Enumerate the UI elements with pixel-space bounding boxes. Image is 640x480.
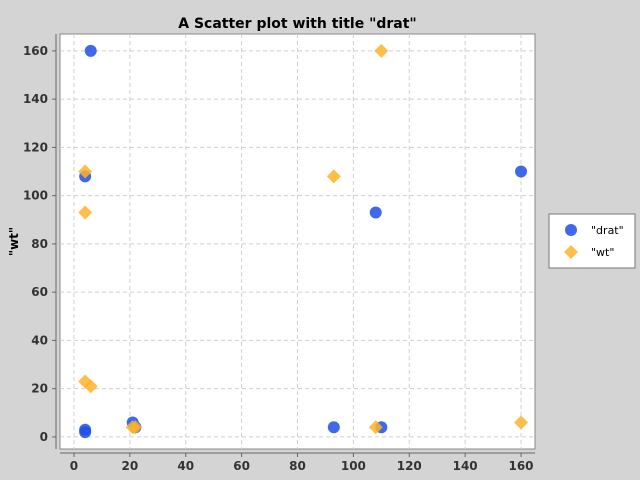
data-point: [327, 421, 340, 434]
x-tick-label: 60: [233, 459, 250, 473]
data-point: [128, 420, 143, 435]
y-axis-label: "wt": [7, 227, 21, 256]
x-tick-label: 0: [70, 459, 78, 473]
x-tick-label: 80: [289, 459, 306, 473]
y-tick-label: 60: [31, 285, 48, 299]
data-point: [78, 164, 93, 179]
y-tick-label: 140: [23, 92, 48, 106]
legend-entry: "wt": [591, 246, 614, 259]
data-point: [368, 420, 383, 435]
data-point: [374, 43, 389, 58]
legend: "drat" "wt": [548, 213, 636, 269]
series-wt: [78, 43, 529, 435]
data-point: [84, 44, 97, 57]
axes: 0 20 40 60 80 100 120 140 160 0 20 40 60 80 100 120 140 1…: [23, 34, 535, 473]
x-tick-label: 100: [341, 459, 366, 473]
data-point: [514, 415, 529, 430]
x-tick-label: 20: [122, 459, 139, 473]
y-tick-label: 40: [31, 333, 48, 347]
x-tick-label: 160: [508, 459, 533, 473]
data-point: [78, 205, 93, 220]
y-tick-label: 0: [40, 430, 48, 444]
legend-box: [548, 213, 636, 269]
x-tick-label: 120: [397, 459, 422, 473]
data-point: [515, 165, 528, 178]
y-tick-label: 160: [23, 44, 48, 58]
y-tick-label: 120: [23, 140, 48, 154]
data-point: [79, 426, 92, 439]
x-tick-label: 140: [453, 459, 478, 473]
legend-marker: [564, 245, 578, 259]
data-points: [78, 43, 529, 439]
x-tick-label: 40: [177, 459, 194, 473]
data-point: [83, 379, 98, 394]
legend-entry: "drat": [591, 224, 624, 237]
legend-marker: [565, 224, 577, 236]
y-tick-label: 80: [31, 237, 48, 251]
gridlines: [60, 34, 535, 449]
y-tick-label: 100: [23, 189, 48, 203]
y-tick-label: 20: [31, 382, 48, 396]
data-point: [369, 206, 382, 219]
data-point: [326, 169, 341, 184]
chart-title: A Scatter plot with title "drat": [178, 16, 416, 32]
